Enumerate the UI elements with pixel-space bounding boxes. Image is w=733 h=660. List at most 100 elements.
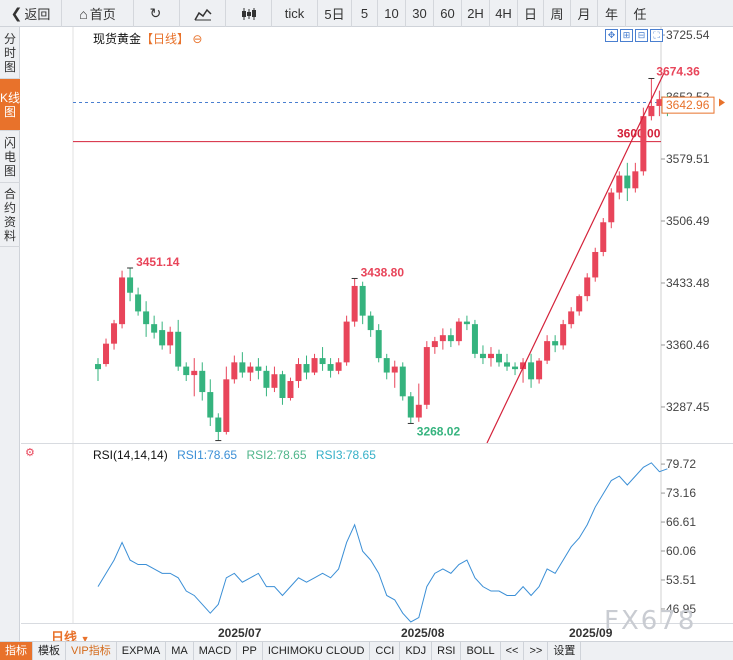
candle-body: [576, 296, 583, 312]
period-30min[interactable]: 30: [406, 0, 434, 27]
rsi1-value: RSI1:78.65: [177, 448, 238, 462]
rsi-title: RSI(14,14,14) RSI1:78.65 RSI2:78.65 RSI3…: [93, 448, 376, 462]
indicator-settings-icon[interactable]: ⚙: [25, 447, 35, 459]
extreme-label-high1: 3451.14: [136, 255, 180, 269]
trend-line: [486, 72, 665, 443]
candle-body: [399, 366, 406, 397]
candlestick-button[interactable]: [226, 0, 272, 27]
candlestick-icon: [241, 7, 256, 20]
period-custom[interactable]: 任: [633, 7, 647, 22]
indicator-cci[interactable]: CCI: [370, 642, 401, 660]
support-line-label: 3600.00: [617, 127, 661, 141]
indicator-expma[interactable]: EXPMA: [117, 642, 167, 660]
period-10min[interactable]: 10: [378, 0, 406, 27]
candle-body: [600, 222, 607, 252]
candle-body: [111, 323, 118, 344]
rsi-chart[interactable]: 79.72 73.16 66.61 60.06 53.51 46.95 ⚙ RSI(14,…: [21, 443, 733, 624]
current-price-tag: [661, 96, 715, 114]
indicator-macd[interactable]: MACD: [194, 642, 238, 660]
candle-body: [271, 374, 278, 388]
candle-body: [199, 370, 206, 393]
y-tick-label: 3287.45: [666, 400, 710, 414]
refresh-button[interactable]: ↻: [134, 0, 180, 27]
candle-body: [640, 116, 647, 172]
candle-body: [367, 315, 374, 331]
home-button[interactable]: ⌂ 首页: [62, 0, 134, 27]
period-5min[interactable]: 5: [352, 0, 378, 27]
candle-body: [616, 175, 623, 193]
rsi-tick-label: 79.72: [666, 457, 696, 471]
rsi2-value: RSI2:78.65: [246, 448, 307, 462]
period-label: 【日线】: [141, 32, 190, 46]
candle-body: [143, 311, 150, 325]
indicator-rsi[interactable]: RSI: [432, 642, 462, 660]
indicator-bar: 指标 模板 VIP指标 EXPMA MA MACD PP ICHIMOKU CL…: [0, 641, 733, 660]
scroll-left-button[interactable]: <<: [501, 642, 525, 660]
tick-button[interactable]: tick: [272, 0, 318, 27]
candle-body: [391, 366, 398, 373]
candle-body: [95, 364, 101, 370]
price-chart[interactable]: 3725.543652.523579.513506.493433.483360.…: [21, 27, 733, 443]
rsi-tick-label: 60.06: [666, 544, 696, 558]
indicator-pp[interactable]: PP: [237, 642, 263, 660]
period-60min[interactable]: 60: [434, 0, 462, 27]
rsi-tick-label: 46.95: [666, 602, 696, 616]
candle-body: [496, 353, 502, 363]
candle-body: [656, 99, 663, 106]
back-button[interactable]: ❮ 返回: [0, 0, 62, 27]
date-label-jul: 2025/07: [218, 626, 262, 640]
settings-button[interactable]: 设置: [548, 642, 582, 660]
scroll-right-button[interactable]: >>: [524, 642, 549, 660]
fullscreen-icon[interactable]: ⛶: [650, 29, 663, 42]
period-week[interactable]: 周: [544, 0, 571, 27]
tab-contract-info[interactable]: 合约资料: [0, 183, 20, 247]
period-day[interactable]: 日: [518, 0, 544, 27]
indicator-kdj[interactable]: KDJ: [400, 642, 433, 660]
candle-body: [552, 341, 559, 346]
period-year[interactable]: 年: [598, 0, 626, 27]
candle-body: [335, 362, 342, 371]
period-4h[interactable]: 4H: [490, 0, 518, 27]
candle-body: [295, 364, 302, 382]
zoom-in-icon[interactable]: ⊞: [620, 29, 633, 42]
current-price-label: 3642.96: [666, 98, 710, 112]
candle-body: [287, 381, 294, 399]
candle-body: [520, 362, 527, 370]
tab-templates[interactable]: 模板: [33, 642, 66, 660]
candle-body: [207, 392, 214, 418]
candle-body: [319, 358, 326, 365]
date-label-sep: 2025/09: [569, 626, 613, 640]
candle-body: [463, 321, 470, 325]
candle-body: [447, 335, 454, 342]
period-month[interactable]: 月: [571, 0, 598, 27]
left-tabs: 分时图 K线图 闪电图 合约资料: [0, 27, 20, 660]
candle-body: [439, 335, 446, 342]
y-tick-label: 3360.46: [666, 338, 710, 352]
tab-timeshare[interactable]: 分时图: [0, 27, 20, 79]
candle-body: [327, 364, 334, 371]
tab-indicators[interactable]: 指标: [0, 642, 33, 660]
tab-vip-indicators[interactable]: VIP指标: [66, 642, 117, 660]
candle-body: [375, 330, 382, 359]
candle-body: [512, 366, 519, 370]
candle-body: [239, 362, 246, 373]
tab-kline[interactable]: K线图: [0, 79, 20, 131]
settings-icon[interactable]: ⊖: [189, 32, 203, 46]
move-icon[interactable]: ✥: [605, 29, 618, 42]
indicator-ichimoku[interactable]: ICHIMOKU CLOUD: [263, 642, 371, 660]
candle-body: [303, 364, 310, 373]
extreme-label-low1: 3247.87: [224, 442, 268, 443]
candle-body: [191, 370, 198, 376]
period-2h[interactable]: 2H: [462, 0, 490, 27]
indicator-ma[interactable]: MA: [166, 642, 194, 660]
zoom-out-icon[interactable]: ⊟: [635, 29, 648, 42]
tab-flash-chart[interactable]: 闪电图: [0, 131, 20, 183]
candle-body: [648, 105, 655, 117]
chart-type-button[interactable]: [180, 0, 226, 27]
candle-body: [343, 321, 350, 363]
candle-body: [624, 175, 631, 189]
indicator-boll[interactable]: BOLL: [461, 642, 501, 660]
y-tick-label: 3579.51: [666, 152, 710, 166]
period-5day[interactable]: 5日: [318, 0, 352, 27]
candle-body: [167, 331, 174, 346]
